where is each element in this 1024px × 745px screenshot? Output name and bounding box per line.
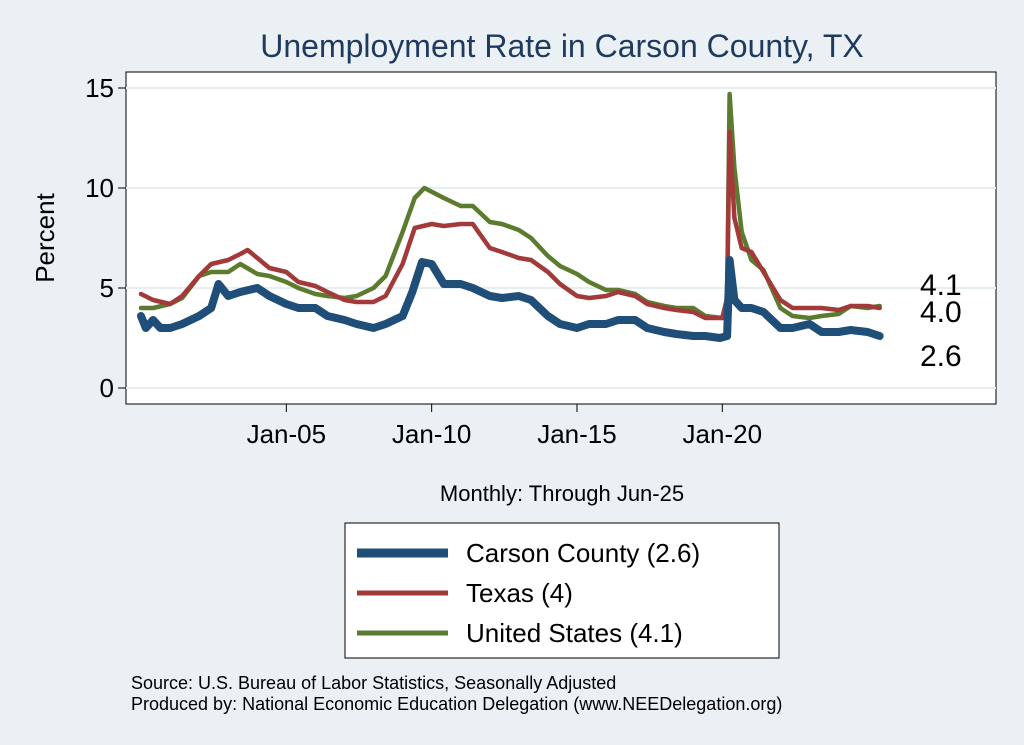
x-tick-label: Jan-05 (247, 419, 327, 449)
legend-label-1: Texas (4) (466, 578, 573, 608)
series-line-1 (138, 129, 882, 321)
produced-by-line: Produced by: National Economic Education… (131, 694, 782, 714)
y-axis: 0 5 10 15 (85, 73, 126, 403)
end-label-0: 2.6 (920, 340, 962, 373)
plot-area (125, 71, 997, 405)
x-axis: Jan-05 Jan-10 Jan-15 Jan-20 (247, 404, 762, 449)
end-label-1: 4.0 (920, 296, 962, 329)
end-labels: 4.14.0 2.6 (920, 269, 962, 373)
source-line: Source: U.S. Bureau of Labor Statistics,… (131, 673, 616, 693)
x-axis-title: Monthly: Through Jun-25 (440, 481, 684, 506)
series-lines (137, 91, 884, 342)
y-tick-label: 0 (100, 373, 114, 403)
y-tick-label: 10 (85, 173, 114, 203)
legend: Carson County (2.6) Texas (4) United State… (357, 538, 700, 648)
y-tick-label: 5 (100, 273, 114, 303)
x-tick-label: Jan-10 (392, 419, 472, 449)
series-line-2 (138, 91, 882, 321)
end-label-2: 4.1 (920, 269, 962, 302)
legend-label-2: United States (4.1) (466, 618, 683, 648)
y-axis-title: Percent (30, 192, 60, 282)
y-tick-label: 15 (85, 73, 114, 103)
legend-label-0: Carson County (2.6) (466, 538, 700, 568)
x-tick-label: Jan-20 (683, 419, 763, 449)
x-tick-label: Jan-15 (537, 419, 617, 449)
series-line-0 (137, 256, 884, 342)
grid-lines (126, 87, 996, 389)
chart-title: Unemployment Rate in Carson County, TX (260, 28, 864, 64)
